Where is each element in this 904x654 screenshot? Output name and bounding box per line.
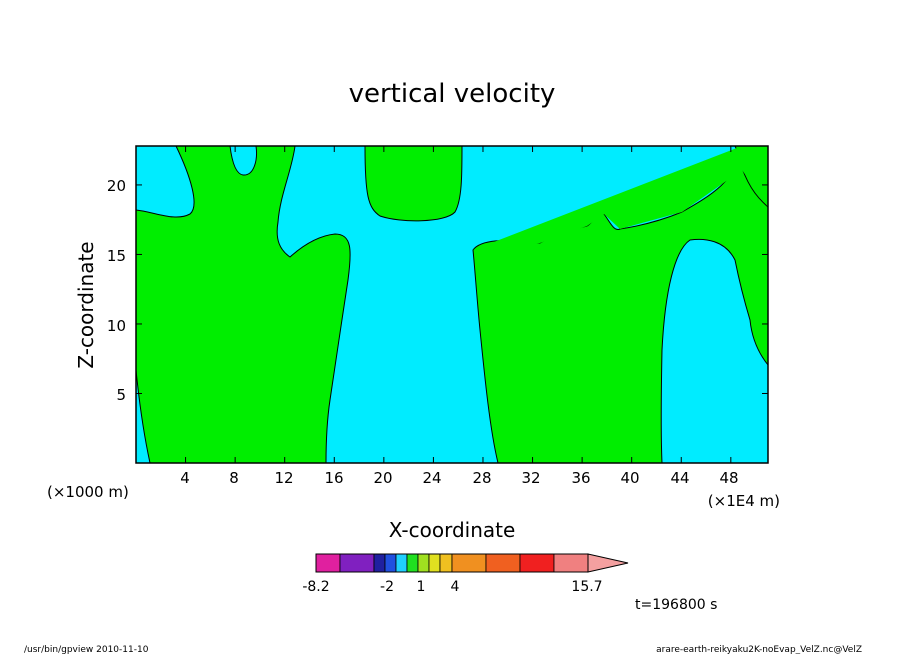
x-tick-36: 36 <box>571 469 590 487</box>
time-label: t=196800 s <box>635 597 717 613</box>
x-axis-label: X-coordinate <box>389 518 516 542</box>
colorbar-cell <box>439 553 453 573</box>
y-tick-10: 10 <box>107 317 126 335</box>
colorbar-label-4: 4 <box>451 579 460 595</box>
x-tick-48: 48 <box>719 469 738 487</box>
y-tick-marks <box>136 184 768 394</box>
colorbar-cell <box>384 553 397 573</box>
x-tick-16: 16 <box>324 469 343 487</box>
colorbar-label-1: 1 <box>417 579 426 595</box>
colorbar-cell <box>451 553 487 573</box>
colorbar-cell <box>339 553 375 573</box>
colorbar-cell <box>553 553 589 573</box>
x-tick-40: 40 <box>620 469 639 487</box>
x-tick-4: 4 <box>180 469 190 487</box>
colorbar-cell <box>395 553 408 573</box>
plot-frame <box>135 145 769 464</box>
colorbar-cell <box>417 553 430 573</box>
x-tick-8: 8 <box>229 469 239 487</box>
colorbar-cell <box>485 553 521 573</box>
x-tick-24: 24 <box>422 469 441 487</box>
footer-right: arare-earth-reikyaku2K-noEvap_VelZ.nc@Ve… <box>656 645 862 654</box>
x-tick-marks <box>185 146 732 463</box>
y-tick-20: 20 <box>107 177 126 195</box>
colorbar-cell <box>315 553 341 573</box>
colorbar: -8.2 -2 1 4 15.7 <box>302 553 629 595</box>
x-tick-12: 12 <box>274 469 293 487</box>
colorbar-label-neg2: -2 <box>380 579 394 595</box>
colorbar-cell <box>428 553 441 573</box>
colorbar-cell <box>373 553 386 573</box>
colorbar-cell <box>519 553 555 573</box>
colorbar-label-min: -8.2 <box>302 579 329 595</box>
x-axis: 4 8 12 16 20 24 28 32 36 40 44 48 (×1000… <box>47 146 780 542</box>
green-region-top-center <box>364 145 463 222</box>
y-tick-5: 5 <box>116 386 126 404</box>
y-axis: 5 10 15 20 Z-coordinate <box>74 177 768 404</box>
y-tick-15: 15 <box>107 247 126 265</box>
x-tick-44: 44 <box>670 469 689 487</box>
colorbar-cell <box>406 553 419 573</box>
x-tick-20: 20 <box>373 469 392 487</box>
plot-area <box>135 145 769 464</box>
green-region-right-lower <box>473 146 768 250</box>
footer-left: /usr/bin/gpview 2010-11-10 <box>24 645 149 654</box>
x-tick-32: 32 <box>521 469 540 487</box>
x-unit-left: (×1000 m) <box>47 483 129 501</box>
y-axis-label: Z-coordinate <box>74 241 98 368</box>
colorbar-cells <box>315 553 589 573</box>
colorbar-max-arrow <box>587 553 629 573</box>
chart-title: vertical velocity <box>349 79 556 109</box>
x-tick-28: 28 <box>472 469 491 487</box>
x-unit-right: (×1E4 m) <box>708 492 780 510</box>
colorbar-frame <box>315 553 589 573</box>
colorbar-label-max: 15.7 <box>571 579 602 595</box>
